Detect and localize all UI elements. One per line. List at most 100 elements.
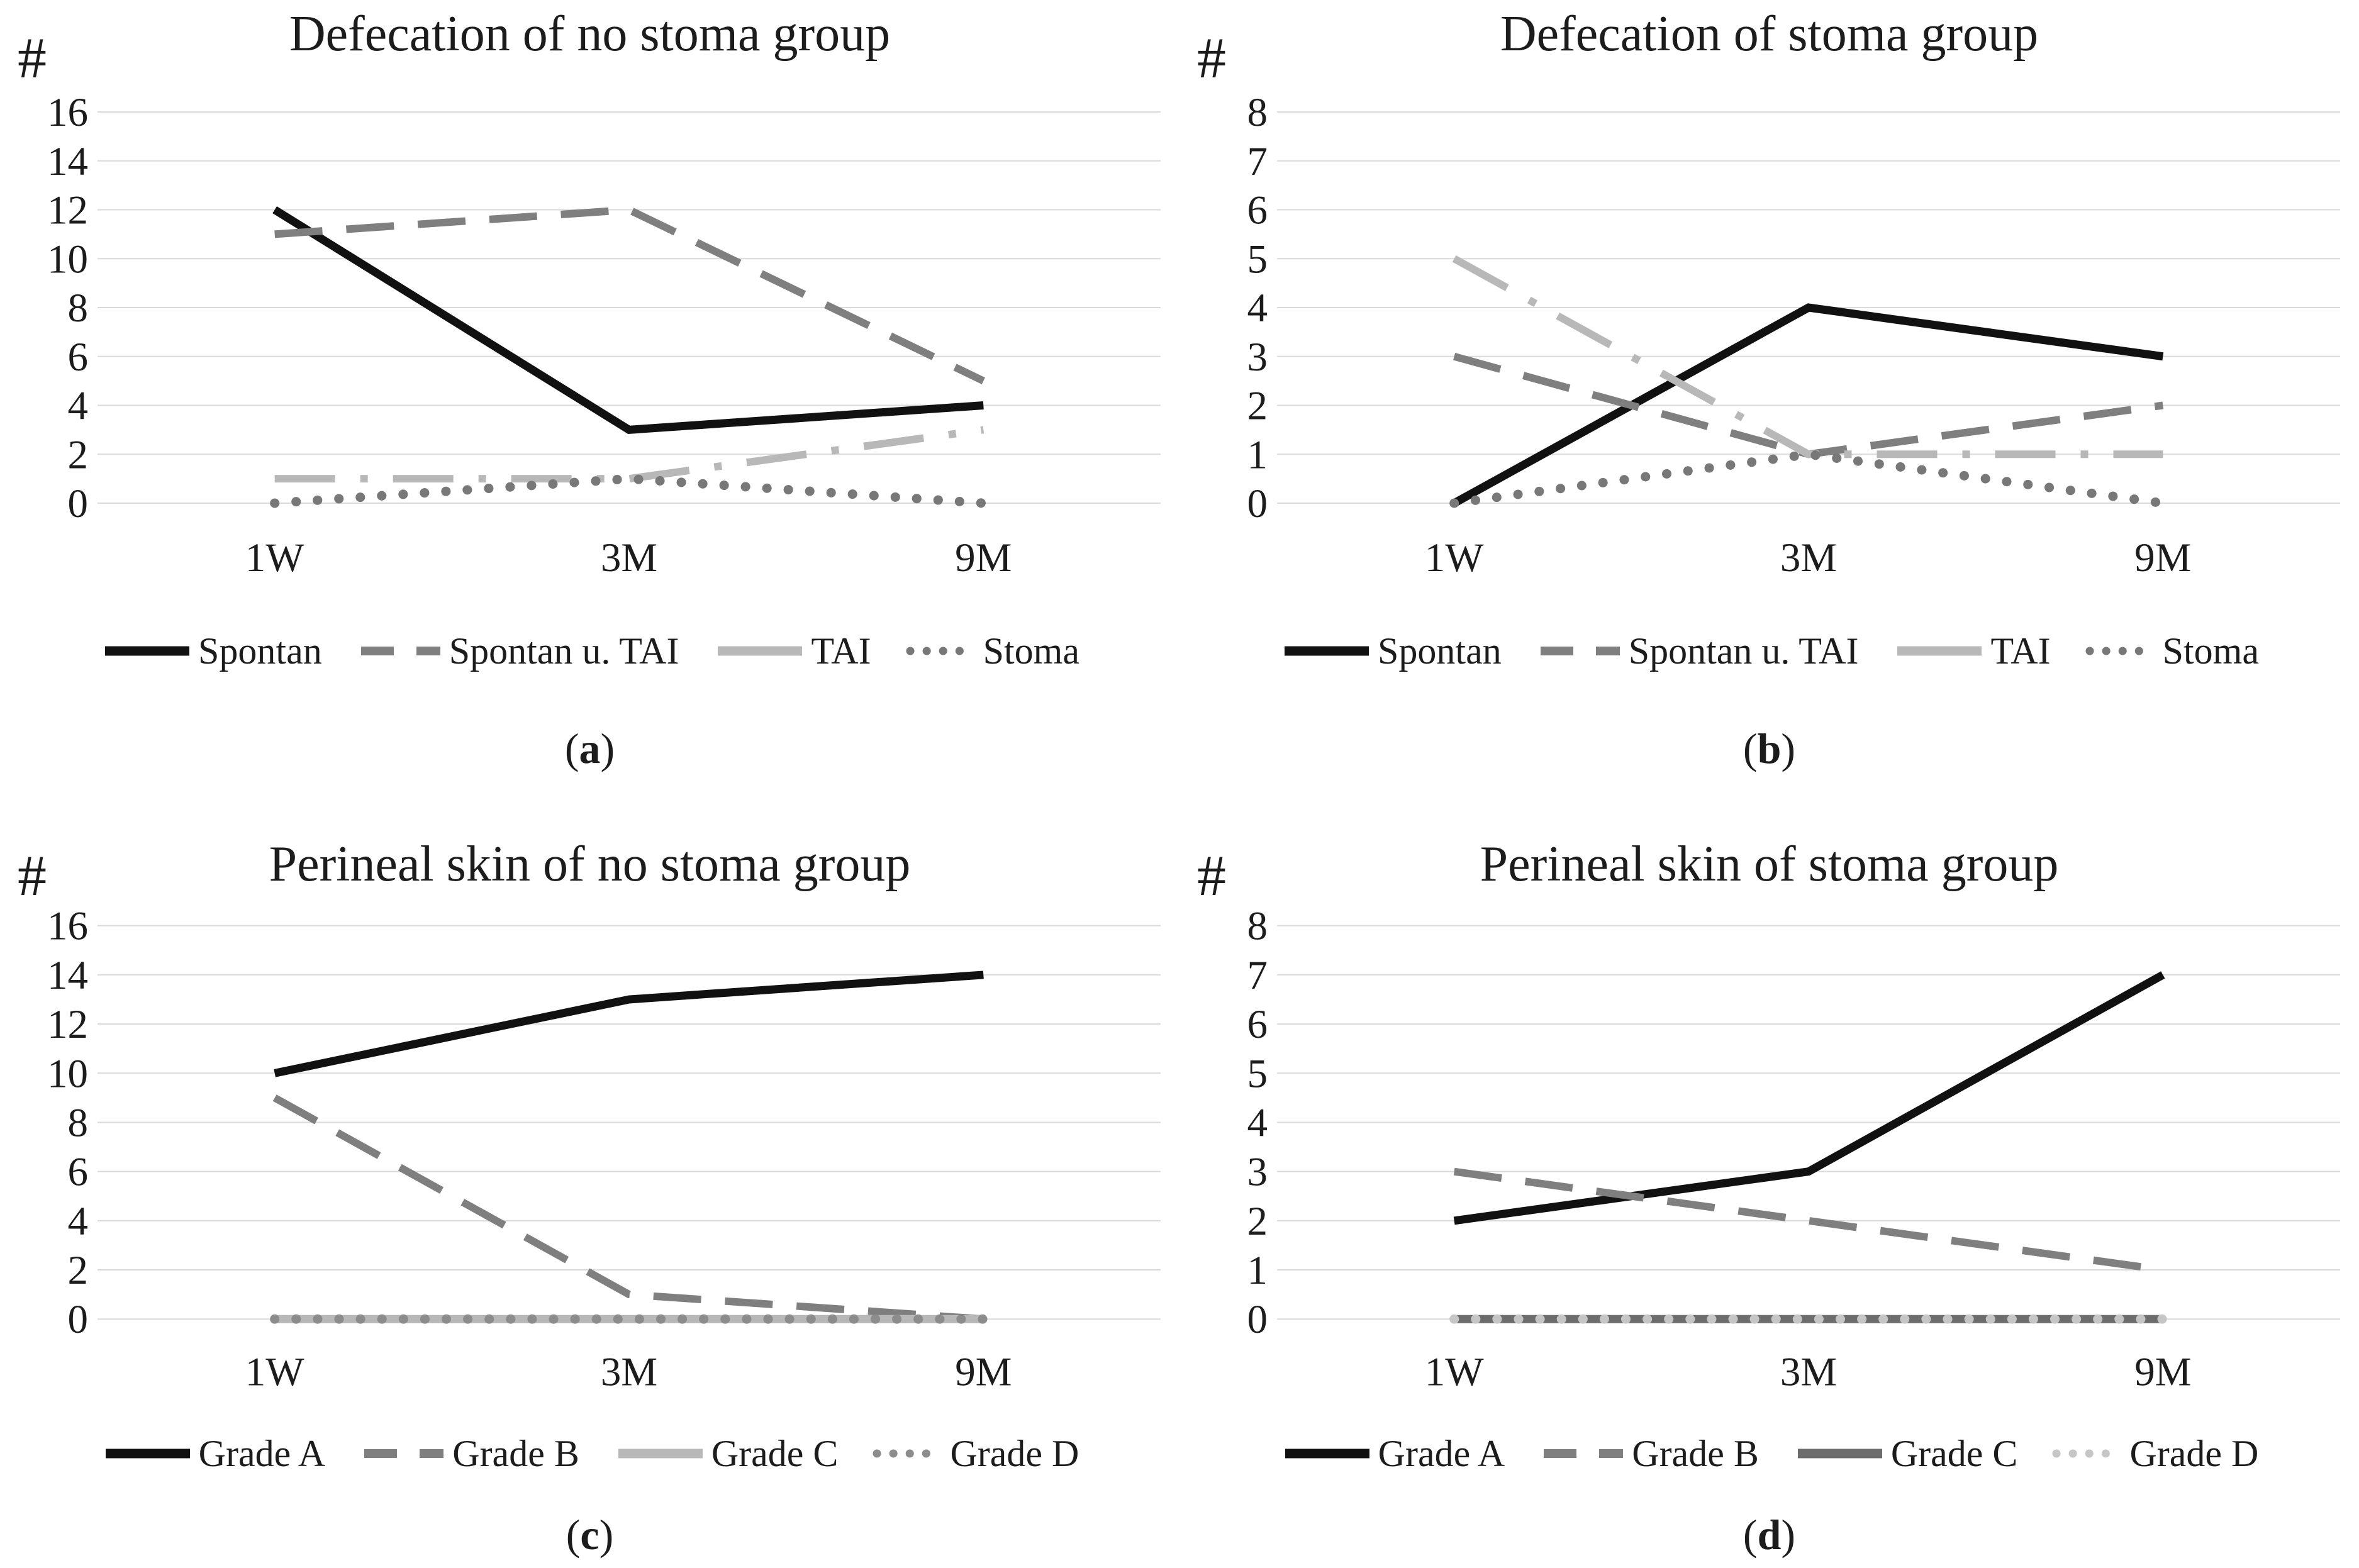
y-tick-label: 0	[1247, 481, 1268, 526]
legend-sample-dotted-line	[906, 647, 979, 655]
x-axis-label: 3M	[601, 535, 657, 581]
legend-label: Grade C	[711, 1432, 839, 1474]
x-axis-label: 3M	[601, 1350, 657, 1395]
legend-sample-dashed-line	[360, 647, 440, 655]
legend-label: Grade C	[1890, 1432, 2018, 1474]
legend-label: Grade A	[198, 1432, 326, 1474]
x-axis-label: 9M	[955, 535, 1012, 581]
legend-label: Spontan	[198, 630, 322, 672]
legend-sample-dashed-line	[364, 1449, 444, 1458]
caption-close: )	[599, 1511, 614, 1559]
legend-sample-dashed-line	[1540, 647, 1620, 655]
y-tick-label: 12	[47, 1002, 88, 1047]
series-line-stoma	[270, 474, 988, 508]
legend-sample-dotted-line	[2052, 1449, 2125, 1458]
y-tick-label: 7	[1247, 139, 1268, 184]
y-tick-label: 8	[1247, 90, 1268, 135]
legend-item-spontan: Spontan	[1280, 630, 1502, 673]
y-tick-label: 2	[1247, 384, 1268, 429]
y-tick-label: 4	[68, 384, 89, 429]
y-tick-label: 0	[68, 481, 89, 526]
x-axis-label: 9M	[2134, 1350, 2191, 1395]
legend-sample-solid-line	[1897, 646, 1982, 656]
x-axis-label: 1W	[245, 535, 305, 581]
y-tick-label: 1	[1247, 432, 1268, 477]
series-line-spontan-u-tai	[274, 206, 985, 385]
legend-sample-solid-line	[1285, 646, 1369, 656]
legend-item-spontan-u-tai: Spontan u. TAI	[1536, 630, 1858, 673]
y-tick-label: 14	[47, 139, 88, 184]
y-tick-label: 0	[68, 1297, 88, 1342]
x-axis-label: 3M	[1780, 535, 1837, 581]
legend-label: TAI	[811, 630, 871, 672]
caption-open: (	[1743, 725, 1758, 772]
y-tick-label: 2	[68, 432, 89, 477]
legend-label: Spontan	[1378, 630, 1502, 672]
legend-c: Grade A Grade B Grade C Grade D	[0, 1426, 1180, 1481]
caption-c: (c)	[0, 1506, 1180, 1563]
legend-item-grade-d: Grade D	[872, 1432, 1079, 1476]
y-tick-label: 5	[1247, 1051, 1268, 1096]
legend-item-grade-d: Grade D	[2051, 1432, 2258, 1476]
caption-letter: b	[1757, 725, 1782, 772]
y-axis-symbol-b: #	[1197, 26, 1226, 90]
series-line-tai	[1452, 255, 2163, 459]
y-tick-label: 8	[68, 1101, 88, 1146]
legend-item-spontan-u-tai: Spontan u. TAI	[356, 630, 679, 673]
chart-title-a: Defecation of no stoma group	[289, 6, 891, 62]
legend-item-tai: TAI	[1892, 630, 2051, 673]
y-tick-label: 4	[1247, 1101, 1268, 1146]
legend-label: Grade D	[2129, 1432, 2259, 1474]
legend-sample-solid-line	[718, 646, 803, 656]
y-tick-label: 16	[47, 904, 88, 949]
legend-a: Spontan Spontan u. TAI TAI Stoma	[0, 624, 1180, 678]
caption-close: )	[1781, 1511, 1796, 1559]
y-tick-label: 2	[1247, 1199, 1268, 1244]
x-axis-label: 1W	[245, 1350, 305, 1395]
legend-item-grade-c: Grade C	[1793, 1432, 2018, 1476]
panel-c: # Perineal skin of no stoma group 16 14 12…	[0, 786, 1180, 1568]
caption-b: (b)	[1180, 720, 2359, 777]
x-axis-label: 9M	[2134, 535, 2191, 581]
y-tick-label: 2	[68, 1248, 88, 1293]
series-line-grade-a	[1453, 971, 2165, 1225]
legend-item-spontan: Spontan	[100, 630, 322, 673]
caption-open: (	[564, 725, 579, 772]
series-line-stoma	[1449, 449, 2168, 508]
legend-item-grade-b: Grade B	[1539, 1432, 1759, 1476]
chart-title-d: Perineal skin of stoma group	[1480, 837, 2059, 892]
caption-close: )	[1781, 725, 1796, 772]
series-line-grade-b	[1453, 1167, 2164, 1274]
chart-title-b: Defecation of stoma group	[1500, 6, 2039, 62]
legend-d: Grade A Grade B Grade C Grade D	[1180, 1426, 2359, 1481]
panel-b: # Defecation of stoma group 8 7 6 5 4 3 2 1 0 1W 3…	[1180, 0, 2359, 786]
caption-close: )	[600, 725, 615, 772]
y-tick-label: 0	[1247, 1297, 1268, 1342]
legend-item-grade-a: Grade A	[1280, 1432, 1505, 1476]
y-tick-label: 14	[47, 953, 88, 998]
y-tick-label: 6	[68, 1150, 88, 1195]
legend-sample-solid-line	[1285, 1448, 1369, 1459]
caption-d: (d)	[1180, 1506, 2359, 1563]
legend-label: Stoma	[983, 630, 1079, 672]
y-tick-label: 8	[68, 286, 89, 331]
series-line-spontan	[1452, 303, 2164, 507]
legend-item-stoma: Stoma	[2085, 630, 2259, 673]
legend-sample-solid-line	[105, 1448, 190, 1459]
caption-letter: a	[579, 725, 601, 772]
y-tick-label: 6	[1247, 188, 1268, 233]
caption-a: (a)	[0, 720, 1180, 777]
legend-sample-dotted-line	[873, 1449, 945, 1458]
legend-item-tai: TAI	[713, 630, 871, 673]
legend-item-stoma: Stoma	[905, 630, 1079, 673]
caption-open: (	[1743, 1511, 1758, 1559]
legend-sample-solid-line	[1797, 1448, 1882, 1459]
legend-label: Grade D	[950, 1432, 1079, 1474]
legend-label: Stoma	[2162, 630, 2259, 672]
